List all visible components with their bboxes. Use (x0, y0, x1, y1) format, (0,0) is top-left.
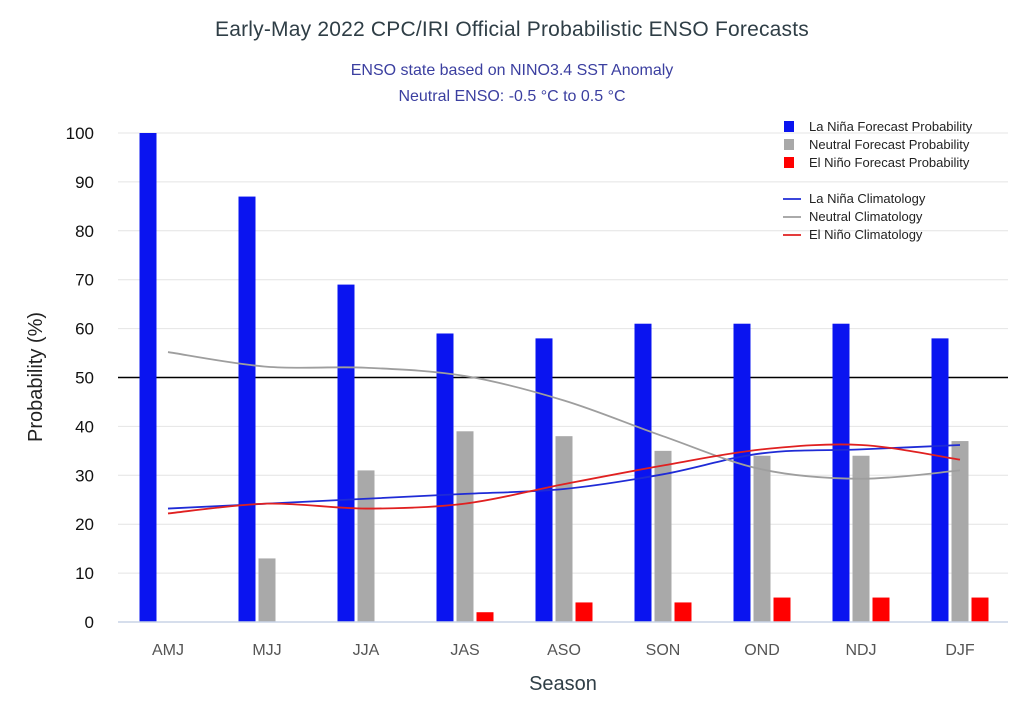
legend-swatch (784, 121, 794, 132)
bar-la-nina (238, 196, 256, 622)
x-axis-label: Season (529, 673, 597, 695)
y-tick-label: 80 (75, 222, 94, 241)
bar-neutral (753, 455, 771, 622)
bar-neutral (456, 431, 474, 622)
legend-label: Neutral Climatology (809, 209, 923, 224)
bar-neutral (357, 470, 375, 622)
legend: La Niña Forecast Probability Neutral Fore… (783, 119, 973, 242)
bar-el-nino (575, 602, 593, 622)
bar-el-nino (872, 597, 890, 622)
x-tick-label: MJJ (252, 642, 281, 659)
bar-la-nina (634, 323, 652, 622)
x-tick-label: SON (646, 642, 681, 659)
y-axis-label: Probability (%) (25, 312, 47, 442)
bar-el-nino (773, 597, 791, 622)
neutral-climatology-line (167, 351, 961, 480)
y-tick-label: 70 (75, 271, 94, 290)
legend-swatch (784, 139, 794, 150)
legend-swatch (784, 157, 794, 168)
y-tick-label: 0 (85, 613, 94, 632)
y-tick-label: 100 (66, 124, 94, 143)
bar-la-nina (436, 333, 454, 622)
bar-la-nina (733, 323, 751, 622)
bar-neutral (555, 436, 573, 622)
bar-la-nina (832, 323, 850, 622)
y-tick-label: 20 (75, 515, 94, 534)
legend-label: Neutral Forecast Probability (809, 137, 970, 152)
x-tick-label: AMJ (152, 642, 184, 659)
bar-el-nino (971, 597, 989, 622)
bar-neutral (654, 450, 672, 622)
x-tick-label: NDJ (845, 642, 876, 659)
bar-neutral (258, 558, 276, 622)
y-tick-label: 10 (75, 564, 94, 583)
bar-el-nino (674, 602, 692, 622)
x-tick-label: OND (744, 642, 780, 659)
legend-label: El Niño Forecast Probability (809, 155, 970, 170)
y-tick-label: 30 (75, 466, 94, 485)
bar-la-nina (931, 338, 949, 622)
bar-la-nina (535, 338, 553, 622)
x-tick-label: JAS (450, 642, 479, 659)
bar-la-nina (337, 284, 355, 622)
y-tick-label: 90 (75, 173, 94, 192)
bar-neutral (852, 455, 870, 622)
chart-subtitle-line1: ENSO state based on NINO3.4 SST Anomaly (350, 62, 674, 79)
y-tick-label: 60 (75, 320, 94, 339)
bar-neutral (951, 441, 969, 622)
bar-el-nino (476, 612, 494, 622)
x-axis-ticks: AMJ MJJ JJA JAS ASO SON OND NDJ DJF (152, 642, 975, 659)
y-tick-label: 40 (75, 417, 94, 436)
bars (139, 133, 989, 622)
bar-la-nina (139, 133, 157, 622)
y-tick-label: 50 (75, 369, 94, 388)
chart-title: Early-May 2022 CPC/IRI Official Probabil… (215, 18, 809, 41)
x-tick-label: JJA (353, 642, 380, 659)
el-nino-climatology-line (167, 443, 961, 515)
chart-subtitle-line2: Neutral ENSO: -0.5 °C to 0.5 °C (398, 88, 626, 105)
y-axis-ticks: 0 10 20 30 40 50 60 70 80 90 100 (66, 124, 94, 632)
la-nina-climatology-line (167, 444, 961, 510)
legend-label: El Niño Climatology (809, 227, 923, 242)
legend-label: La Niña Forecast Probability (809, 119, 973, 134)
climatology-lines (167, 351, 961, 515)
legend-label: La Niña Climatology (809, 191, 926, 206)
x-tick-label: DJF (945, 642, 975, 659)
x-tick-label: ASO (547, 642, 581, 659)
